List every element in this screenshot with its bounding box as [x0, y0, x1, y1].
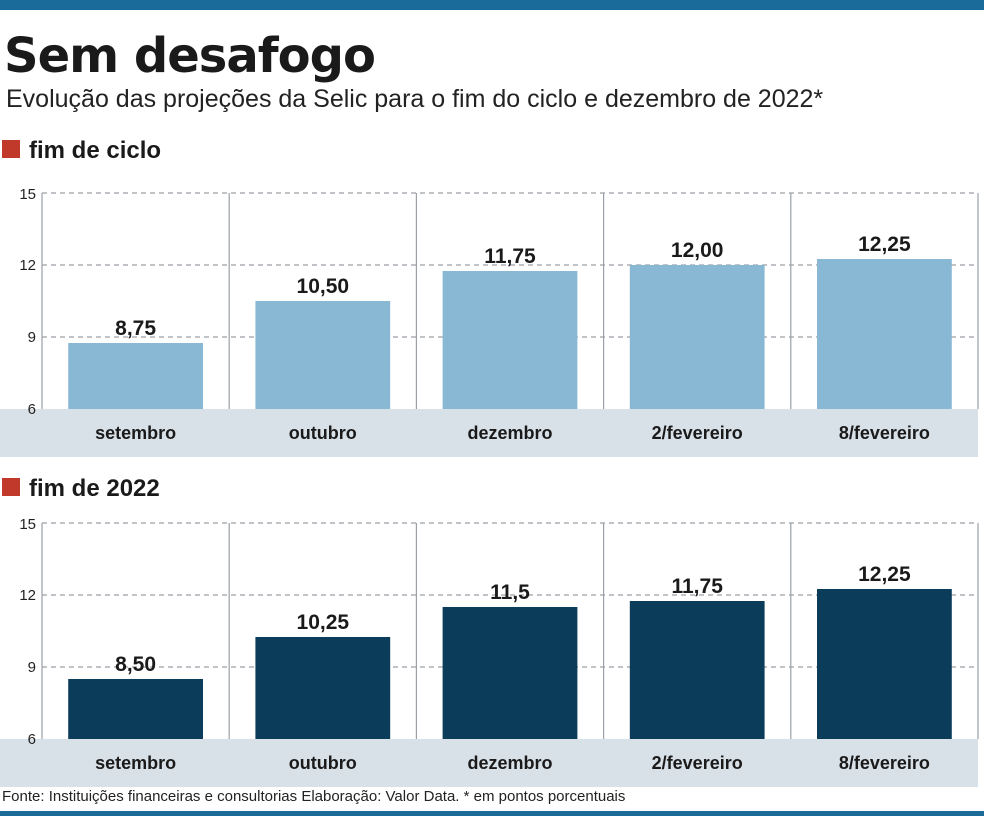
x-tick-label: outubro: [289, 753, 357, 773]
bar-chart-fim-de-ciclo: 6 9 12 15 8,75 setembro 10,50 outubro 11,75 dezem…: [0, 186, 979, 457]
section-heading-2022: fim de 2022: [2, 475, 160, 505]
bar-setembro: [68, 679, 203, 739]
y-tick-label: 6: [28, 731, 36, 748]
section-label: fim de 2022: [29, 475, 160, 502]
value-label: 10,50: [297, 275, 350, 298]
y-tick-label: 6: [28, 401, 36, 418]
bottom-brand-bar: [0, 811, 984, 816]
bar-8-fevereiro: [817, 589, 952, 739]
y-tick-label: 15: [19, 186, 36, 203]
x-tick-label: setembro: [95, 753, 176, 773]
chart-subtitle: Evolução das projeções da Selic para o f…: [6, 85, 824, 113]
value-label: 11,5: [490, 581, 530, 604]
x-tick-label: outubro: [289, 423, 357, 443]
bar-8-fevereiro: [817, 259, 952, 409]
y-tick-label: 12: [19, 257, 36, 274]
x-tick-label: 8/fevereiro: [839, 753, 930, 773]
bar-2-fevereiro: [629, 265, 765, 409]
section-marker-icon: [2, 478, 20, 496]
section-marker-icon: [2, 140, 20, 158]
category-band: [0, 409, 978, 457]
x-tick-label: 2/fevereiro: [652, 423, 743, 443]
value-label: 11,75: [671, 575, 723, 598]
value-label: 12,25: [858, 233, 911, 256]
category-band: [0, 739, 978, 787]
x-tick-label: setembro: [95, 423, 176, 443]
value-label: 8,50: [115, 653, 156, 676]
value-label: 11,75: [484, 245, 536, 268]
bar-outubro: [255, 637, 391, 739]
value-label: 8,75: [115, 317, 156, 340]
value-label: 12,25: [858, 563, 911, 586]
bar-dezembro: [442, 607, 578, 739]
top-brand-bar: [0, 0, 984, 10]
section-label: fim de ciclo: [29, 137, 162, 164]
y-tick-label: 9: [28, 659, 36, 676]
bar-2-fevereiro: [629, 601, 765, 739]
section-heading-ciclo: fim de ciclo: [2, 137, 161, 167]
bar-setembro: [68, 343, 203, 409]
y-tick-label: 15: [19, 516, 36, 533]
bar-dezembro: [442, 271, 578, 409]
x-tick-label: 2/fevereiro: [652, 753, 743, 773]
value-label: 10,25: [297, 611, 350, 634]
bar-chart-fim-de-2022: 6 9 12 15 8,50 setembro 10,25 outubro 11,5 dezemb…: [0, 516, 979, 787]
x-tick-label: dezembro: [467, 753, 552, 773]
y-tick-label: 12: [19, 587, 36, 604]
x-tick-label: 8/fevereiro: [839, 423, 930, 443]
bar-outubro: [255, 301, 391, 409]
x-tick-label: dezembro: [467, 423, 552, 443]
chart-title: Sem desafogo: [4, 28, 376, 84]
source-note: Fonte: Instituições financeiras e consul…: [2, 788, 626, 805]
y-tick-label: 9: [28, 329, 36, 346]
value-label: 12,00: [671, 239, 724, 262]
